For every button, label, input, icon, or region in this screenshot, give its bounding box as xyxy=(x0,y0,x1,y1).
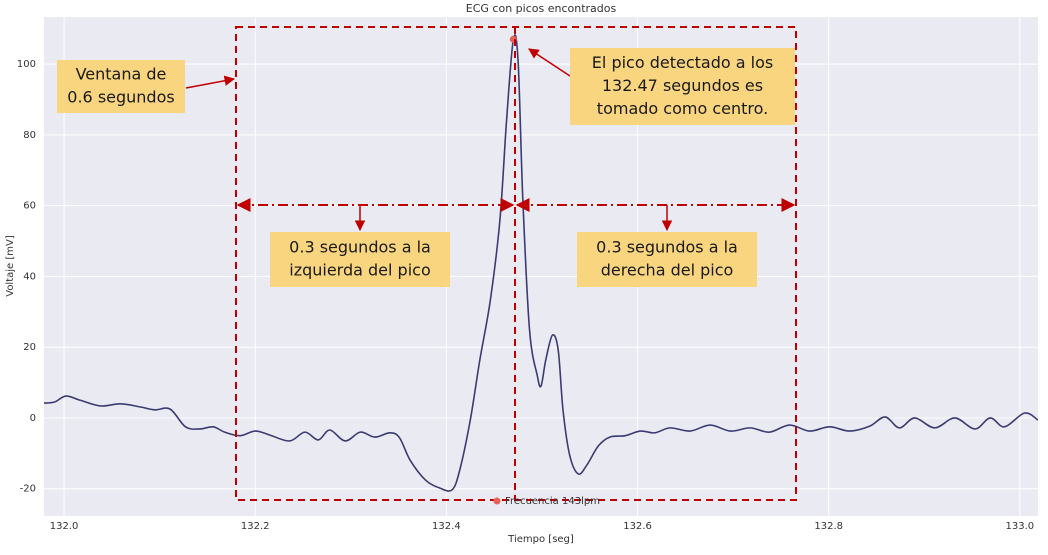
y-axis-label: Voltaje [mV] xyxy=(5,235,16,297)
legend-marker xyxy=(493,497,501,505)
annotation-text: El pico detectado a los xyxy=(592,53,773,72)
legend-label: Frecuencia 143lpm xyxy=(505,496,600,507)
arrow xyxy=(528,48,571,77)
x-tick-label: 132.2 xyxy=(241,521,270,532)
x-tick-label: 132.8 xyxy=(814,521,843,532)
plot-area xyxy=(44,17,1038,516)
x-axis-label: Tiempo [seg] xyxy=(507,534,574,545)
x-tick-label: 133.0 xyxy=(1006,521,1035,532)
annotation-box xyxy=(57,60,185,113)
annotation-text: Ventana de xyxy=(76,65,167,84)
arrow xyxy=(185,75,236,89)
annotation-text: 132.47 segundos es xyxy=(602,76,763,95)
annotation-text: derecha del pico xyxy=(601,261,734,280)
y-tick-label: -20 xyxy=(20,484,36,495)
annotation-text: tomado como centro. xyxy=(597,99,768,118)
y-tick-label: 40 xyxy=(23,271,36,282)
annotation-text: izquierda del pico xyxy=(289,261,431,280)
annotation-box xyxy=(570,48,795,125)
annotation-text: 0.3 segundos a la xyxy=(289,238,431,257)
annotation-box xyxy=(577,232,757,287)
annotation-text: 0.6 segundos xyxy=(67,88,174,107)
x-tick-label: 132.0 xyxy=(50,521,79,532)
annotation-box xyxy=(270,232,450,287)
y-tick-label: 100 xyxy=(17,59,36,70)
chart-title: ECG con picos encontrados xyxy=(466,2,617,15)
annotation-layer: Ventana de 0.6 segundos El pico detectado … xyxy=(57,26,797,501)
y-tick-label: 20 xyxy=(23,342,36,353)
y-tick-label: 0 xyxy=(30,413,36,424)
ecg-line xyxy=(43,34,1039,492)
y-tick-label: 60 xyxy=(23,201,36,212)
y-tick-label: 80 xyxy=(23,130,36,141)
annotation-text: 0.3 segundos a la xyxy=(596,238,738,257)
x-tick-label: 132.6 xyxy=(623,521,652,532)
x-tick-label: 132.4 xyxy=(432,521,461,532)
